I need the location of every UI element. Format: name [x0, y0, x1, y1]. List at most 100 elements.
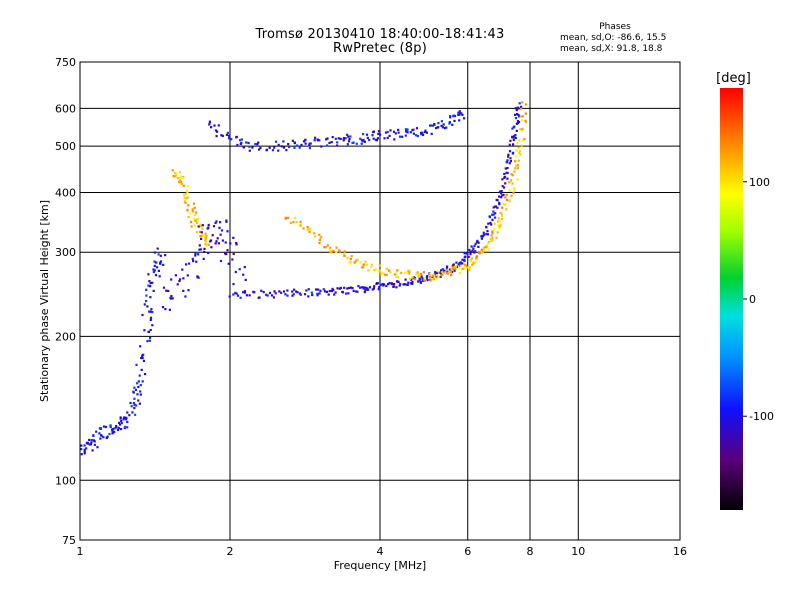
data-point: [386, 136, 389, 139]
data-point: [347, 292, 350, 295]
data-point: [471, 263, 474, 266]
data-point: [487, 242, 490, 245]
data-point: [349, 286, 353, 289]
data-point: [418, 278, 421, 281]
data-point: [325, 138, 328, 141]
data-point: [187, 262, 191, 265]
data-point: [120, 422, 123, 425]
data-point: [458, 112, 461, 115]
data-point: [388, 134, 391, 137]
data-point: [258, 296, 261, 299]
data-point: [240, 138, 243, 141]
data-point: [372, 130, 375, 133]
data-point: [109, 424, 112, 427]
data-point: [348, 138, 351, 141]
data-point: [139, 345, 142, 348]
data-point: [512, 136, 515, 139]
data-point: [145, 300, 148, 303]
data-point: [151, 281, 154, 284]
data-point: [302, 227, 305, 230]
phase-stats-heading: Phases: [599, 22, 631, 32]
data-point: [458, 272, 461, 275]
data-point: [306, 228, 309, 231]
data-point: [469, 250, 472, 253]
data-point: [202, 257, 205, 260]
data-point: [341, 290, 344, 293]
data-point: [507, 155, 510, 158]
data-point: [356, 258, 359, 261]
data-point: [379, 271, 382, 274]
colorbar-tick-label: 0: [749, 293, 756, 306]
data-point: [332, 249, 335, 253]
data-point: [220, 134, 223, 137]
data-point: [150, 308, 153, 311]
data-point: [485, 232, 488, 236]
data-point: [80, 444, 83, 447]
data-point: [463, 266, 466, 269]
data-point: [362, 263, 365, 266]
data-point: [499, 224, 502, 227]
data-point: [96, 446, 99, 449]
data-point: [120, 428, 123, 431]
data-point: [523, 138, 526, 141]
data-point: [200, 231, 203, 234]
data-point: [422, 271, 425, 274]
data-point: [293, 216, 297, 219]
data-point: [293, 146, 296, 149]
data-point: [506, 177, 509, 180]
data-point: [325, 290, 329, 293]
data-point: [508, 143, 511, 146]
data-point: [464, 255, 467, 258]
data-point: [480, 237, 483, 240]
data-point: [146, 340, 149, 343]
data-point: [366, 136, 369, 139]
data-point: [90, 439, 93, 442]
data-point: [468, 248, 471, 252]
data-point: [395, 286, 398, 289]
data-point: [117, 426, 120, 429]
data-point: [214, 221, 217, 225]
data-point: [272, 296, 275, 299]
data-point: [295, 220, 298, 224]
data-point: [355, 290, 358, 293]
data-point: [500, 218, 503, 221]
data-point: [179, 176, 182, 179]
data-point: [277, 143, 280, 146]
data-point: [382, 283, 386, 286]
data-point: [458, 110, 461, 113]
data-point: [232, 293, 235, 296]
data-point: [168, 308, 171, 311]
data-point: [184, 197, 187, 200]
data-point: [499, 212, 502, 215]
data-point: [159, 260, 162, 263]
data-point: [219, 221, 222, 224]
data-point: [225, 133, 228, 136]
data-point: [119, 416, 122, 419]
data-point: [184, 295, 187, 298]
data-point: [459, 264, 462, 267]
data-point: [268, 291, 272, 295]
data-point: [137, 380, 140, 383]
data-point: [371, 134, 374, 137]
data-point: [483, 234, 486, 237]
data-point: [452, 114, 455, 117]
data-point: [506, 198, 509, 201]
data-point: [503, 172, 506, 176]
data-point: [199, 223, 202, 226]
data-point: [140, 368, 143, 371]
data-point: [270, 294, 274, 297]
data-point: [196, 221, 199, 224]
data-point: [501, 214, 504, 217]
data-point: [412, 132, 415, 135]
data-point: [247, 141, 250, 145]
data-point: [501, 178, 504, 181]
data-point: [355, 142, 358, 145]
data-point: [88, 443, 91, 446]
data-point: [153, 260, 156, 263]
data-point: [417, 280, 420, 283]
data-point: [516, 113, 519, 116]
data-point: [518, 151, 521, 154]
data-point: [514, 134, 517, 137]
data-point: [343, 286, 346, 289]
data-point: [467, 266, 470, 269]
